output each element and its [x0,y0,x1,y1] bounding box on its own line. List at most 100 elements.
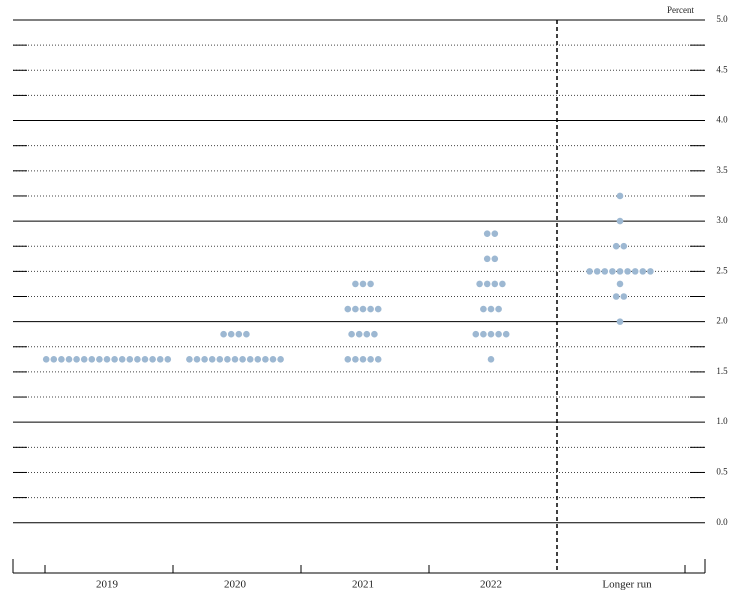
dot [42,356,50,363]
dot [149,356,156,363]
dot [495,305,502,313]
dot [80,356,88,363]
dot [193,356,201,363]
dot [491,230,499,237]
y-tick-label: 4.5 [716,64,728,74]
y-axis-label: Percent [667,5,694,15]
x-tick-label: 2021 [352,579,374,591]
dot [359,305,367,313]
y-tick-label: 2.0 [716,316,728,326]
dot [616,217,624,225]
dot [367,305,374,313]
x-tick-label: 2019 [96,579,119,591]
y-tick-label: 3.5 [716,165,728,175]
dot [359,280,367,288]
dot [495,330,502,338]
y-tick-label: 0.0 [716,517,728,527]
dot [352,356,359,363]
dot [487,330,495,338]
dot [487,305,495,313]
dot [480,330,487,338]
y-tick-label: 1.0 [716,416,728,426]
dot [647,268,654,275]
y-tick-label: 4.0 [716,115,728,125]
dot [118,356,126,363]
dot [480,305,487,313]
dot [616,280,624,288]
dot [483,280,491,288]
dot [374,305,382,313]
dot [363,330,371,338]
dot [355,330,363,338]
dot [609,268,616,275]
dot [126,356,134,363]
dot [491,280,499,288]
dot [239,356,246,363]
dot [352,305,359,313]
dot [216,356,224,363]
dot [231,356,239,363]
dot [348,330,355,338]
dot [277,356,284,363]
dot [472,330,480,338]
dot [359,356,367,363]
dot [367,280,374,288]
dot [262,356,269,363]
dot [612,293,620,300]
x-tick-label: Longer run [602,579,652,591]
dot [487,356,495,363]
dot [586,268,593,275]
dot [616,192,624,200]
dot [141,356,149,363]
dot [156,356,164,363]
dot [352,280,359,288]
dot [208,356,216,363]
dot [65,356,73,363]
dot [367,356,374,363]
dot [483,230,491,237]
dot [344,356,352,363]
dot [476,280,483,288]
y-tick-label: 1.5 [716,366,728,376]
dot [227,330,235,338]
dot [344,305,352,313]
dot [616,268,624,275]
dot [235,330,243,338]
dot [220,330,227,338]
dot [499,280,506,288]
y-tick-label: 0.5 [716,467,728,477]
dot [601,268,609,275]
dot [164,356,172,363]
dot [624,268,631,275]
dot [620,242,628,250]
dot [224,356,231,363]
dot [371,330,378,338]
dot [246,356,254,363]
dot [134,356,141,363]
dot [483,255,491,263]
dot [502,330,510,338]
dot [88,356,96,363]
dot [58,356,65,363]
dot [111,356,118,363]
dot [593,268,601,275]
x-tick-label: 2022 [480,579,502,591]
dot [639,268,647,275]
dot [103,356,111,363]
dot [491,255,499,263]
dot [620,293,628,300]
y-tick-label: 2.5 [716,265,728,275]
dot [269,356,277,363]
dot [96,356,103,363]
dot [243,330,250,338]
dot [254,356,262,363]
y-tick-label: 3.0 [716,215,728,225]
dot [186,356,193,363]
dot [616,318,624,325]
dot [631,268,639,275]
y-tick-label: 5.0 [716,14,728,24]
dot [374,356,382,363]
dot [612,242,620,250]
x-tick-label: 2020 [224,579,247,591]
dot [73,356,80,363]
